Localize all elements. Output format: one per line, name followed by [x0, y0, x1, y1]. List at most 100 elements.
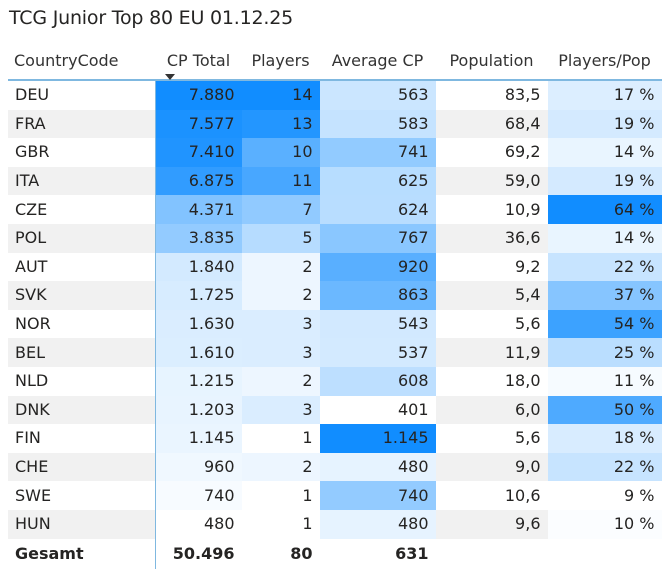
cell-population: 11,9	[435, 338, 548, 367]
cell-players-pop: 19 %	[547, 109, 662, 139]
cell-country: SVK	[8, 281, 156, 310]
cell-population: 18,0	[435, 366, 548, 396]
cell-players: 13	[241, 109, 320, 139]
table-row[interactable]: HUN 480 1 480 9,6 10 %	[8, 509, 662, 539]
cell-players-pop: 54 %	[547, 309, 662, 339]
cell-cp-total: 960	[155, 452, 242, 482]
cell-average-cp: 480	[319, 452, 436, 482]
column-header-average-cp-label: Average CP	[331, 50, 424, 70]
cell-country: CHE	[8, 452, 156, 482]
cell-players-pop: 50 %	[547, 395, 662, 425]
country-matrix-table: CountryCode CP Total Players Average CP …	[8, 41, 662, 569]
cell-players-pop: 18 %	[547, 424, 662, 453]
table-row[interactable]: DEU 7.880 14 563 83,5 17 %	[8, 80, 662, 110]
cell-players-pop: 19 %	[547, 166, 662, 196]
cell-players-pop: 25 %	[547, 338, 662, 367]
cell-players-pop: 22 %	[547, 252, 662, 282]
cell-players: 3	[241, 309, 320, 339]
cell-average-cp: 767	[319, 223, 436, 253]
cell-players-pop: 14 %	[547, 223, 662, 253]
cell-country: GBR	[8, 138, 156, 167]
cell-population: 5,6	[435, 424, 548, 453]
table-row[interactable]: AUT 1.840 2 920 9,2 22 %	[8, 252, 662, 282]
table-body: DEU 7.880 14 563 83,5 17 % FRA 7.577 13 583 68,4 19…	[8, 80, 662, 539]
column-header-cp-total[interactable]: CP Total	[156, 41, 242, 80]
cell-average-cp: 543	[319, 309, 436, 339]
header-row: CountryCode CP Total Players Average CP …	[8, 41, 662, 80]
cell-cp-total: 7.880	[155, 80, 242, 110]
cell-players-pop: 14 %	[547, 138, 662, 167]
cell-players: 2	[241, 281, 320, 310]
cell-average-cp: 740	[319, 481, 436, 510]
column-header-players-pop[interactable]: Players/Pop	[548, 41, 662, 80]
column-header-cp-total-label: CP Total	[166, 50, 231, 70]
cell-country: BEL	[8, 338, 156, 367]
cell-average-cp: 1.145	[319, 424, 436, 453]
column-header-country[interactable]: CountryCode	[8, 41, 156, 80]
cell-players-pop: 9 %	[547, 481, 662, 510]
cell-population: 68,4	[435, 109, 548, 139]
cell-players-pop: 64 %	[547, 195, 662, 224]
cell-players: 11	[241, 166, 320, 196]
column-header-average-cp[interactable]: Average CP	[320, 41, 436, 80]
cell-average-cp: 624	[319, 195, 436, 224]
cell-population: 5,4	[435, 281, 548, 310]
cell-players: 7	[241, 195, 320, 224]
table-row[interactable]: ITA 6.875 11 625 59,0 19 %	[8, 166, 662, 196]
column-header-population[interactable]: Population	[436, 41, 548, 80]
table-row[interactable]: CZE 4.371 7 624 10,9 64 %	[8, 195, 662, 224]
table-row[interactable]: CHE 960 2 480 9,0 22 %	[8, 452, 662, 482]
cell-population: 9,6	[435, 509, 548, 539]
cell-players-pop: 17 %	[547, 80, 662, 110]
cell-country: NOR	[8, 309, 156, 339]
cell-cp-total: 480	[155, 509, 242, 539]
table-row[interactable]: GBR 7.410 10 741 69,2 14 %	[8, 138, 662, 167]
cell-country: ITA	[8, 166, 156, 196]
cell-cp-total: 1.145	[155, 424, 242, 453]
cell-players: 14	[241, 80, 320, 110]
cell-cp-total: 1.215	[155, 366, 242, 396]
table-row[interactable]: FIN 1.145 1 1.145 5,6 18 %	[8, 424, 662, 453]
cell-players: 2	[241, 252, 320, 282]
cell-average-cp: 583	[319, 109, 436, 139]
cell-population: 59,0	[435, 166, 548, 196]
cell-cp-total: 1.630	[155, 309, 242, 339]
cell-cp-total: 3.835	[155, 223, 242, 253]
table-row[interactable]: NOR 1.630 3 543 5,6 54 %	[8, 309, 662, 339]
cell-average-cp: 863	[319, 281, 436, 310]
column-header-players[interactable]: Players	[242, 41, 320, 80]
table-row[interactable]: FRA 7.577 13 583 68,4 19 %	[8, 109, 662, 139]
cell-players: 5	[241, 223, 320, 253]
cell-country: AUT	[8, 252, 156, 282]
total-cp-total: 50.496	[155, 538, 242, 569]
total-population	[435, 538, 548, 569]
cell-country: HUN	[8, 509, 156, 539]
cell-players: 10	[241, 138, 320, 167]
column-header-population-label: Population	[449, 50, 534, 70]
cell-players: 3	[241, 338, 320, 367]
cell-average-cp: 741	[319, 138, 436, 167]
cell-average-cp: 401	[319, 395, 436, 425]
total-label: Gesamt	[8, 538, 156, 569]
cell-country: CZE	[8, 195, 156, 224]
table-row[interactable]: SWE 740 1 740 10,6 9 %	[8, 481, 662, 510]
total-average-cp: 631	[319, 538, 436, 569]
cell-country: POL	[8, 223, 156, 253]
total-players-pop	[547, 538, 662, 569]
cell-population: 69,2	[435, 138, 548, 167]
cell-cp-total: 6.875	[155, 166, 242, 196]
cell-country: FIN	[8, 424, 156, 453]
cell-population: 6,0	[435, 395, 548, 425]
cell-average-cp: 920	[319, 252, 436, 282]
table-row[interactable]: NLD 1.215 2 608 18,0 11 %	[8, 366, 662, 396]
table-row[interactable]: BEL 1.610 3 537 11,9 25 %	[8, 338, 662, 367]
table-row[interactable]: POL 3.835 5 767 36,6 14 %	[8, 223, 662, 253]
cell-players-pop: 37 %	[547, 281, 662, 310]
cell-cp-total: 7.577	[155, 109, 242, 139]
table-row[interactable]: DNK 1.203 3 401 6,0 50 %	[8, 395, 662, 425]
table-row[interactable]: SVK 1.725 2 863 5,4 37 %	[8, 281, 662, 310]
cell-players-pop: 11 %	[547, 366, 662, 396]
cell-country: NLD	[8, 366, 156, 396]
cell-cp-total: 4.371	[155, 195, 242, 224]
cell-players: 3	[241, 395, 320, 425]
